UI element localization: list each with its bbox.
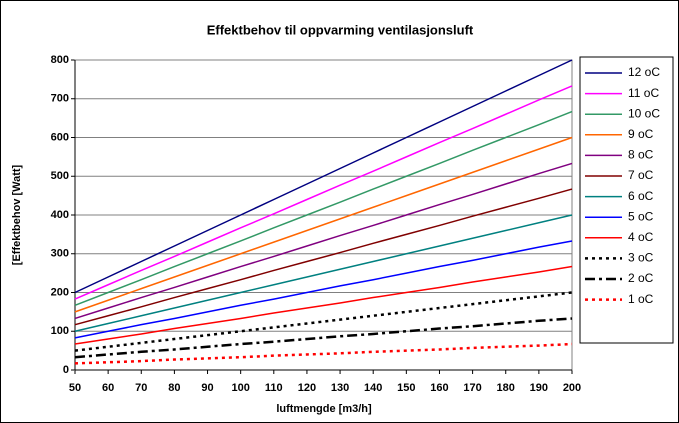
series-line: [74, 188, 573, 326]
chart-title: Effektbehov til oppvarming ventilasjonsl…: [207, 22, 474, 37]
series-line: [74, 240, 573, 339]
y-tick-label: 400: [51, 209, 69, 221]
series-line: [74, 162, 573, 320]
x-tick-label: 160: [430, 382, 448, 394]
series-line: [74, 265, 573, 345]
legend-label: 9 oC: [628, 127, 654, 141]
x-tick-label: 110: [265, 382, 283, 394]
y-tick-label: 200: [51, 286, 69, 298]
x-tick-label: 200: [563, 382, 581, 394]
x-tick-label: 190: [530, 382, 548, 394]
legend-label: 11 oC: [628, 86, 659, 100]
series-line: [74, 317, 573, 359]
y-tick-label: 0: [63, 364, 69, 376]
legend-label: 7 oC: [628, 168, 654, 182]
legend-label: 5 oC: [628, 209, 654, 223]
legend-label: 6 oC: [628, 189, 654, 203]
legend-label: 12 oC: [628, 65, 660, 79]
x-tick-label: 90: [201, 382, 213, 394]
y-tick-label: 800: [51, 54, 69, 66]
y-tick-label: 500: [51, 170, 69, 182]
series-line: [74, 214, 573, 332]
series-line: [74, 136, 573, 313]
legend-label: 2 oC: [628, 271, 654, 285]
series-line: [74, 85, 573, 300]
series-line: [74, 342, 573, 365]
y-tick-label: 700: [51, 93, 69, 105]
x-axis-label: luftmengde [m3/h]: [276, 403, 372, 415]
legend-label: 10 oC: [628, 106, 660, 120]
x-tick-label: 100: [231, 382, 249, 394]
x-tick-label: 140: [364, 382, 382, 394]
legend-label: 1 oC: [628, 292, 654, 306]
x-tick-label: 170: [463, 382, 481, 394]
legend-label: 8 oC: [628, 148, 654, 162]
y-tick-label: 600: [51, 131, 69, 143]
y-axis-label: [Effektbehov [Watt]: [11, 164, 23, 265]
x-tick-label: 60: [102, 382, 114, 394]
legend-label: 4 oC: [628, 230, 654, 244]
series-line: [74, 110, 573, 306]
x-tick-label: 180: [497, 382, 515, 394]
y-tick-label: 100: [51, 325, 69, 337]
x-tick-label: 150: [397, 382, 415, 394]
legend-label: 3 oC: [628, 251, 654, 265]
x-tick-label: 80: [168, 382, 180, 394]
legend: [579, 56, 674, 344]
x-tick-label: 120: [298, 382, 316, 394]
y-tick-label: 300: [51, 248, 69, 260]
x-tick-label: 130: [331, 382, 349, 394]
x-tick-label: 70: [135, 382, 147, 394]
x-tick-label: 50: [69, 382, 81, 394]
series-line: [74, 59, 573, 294]
